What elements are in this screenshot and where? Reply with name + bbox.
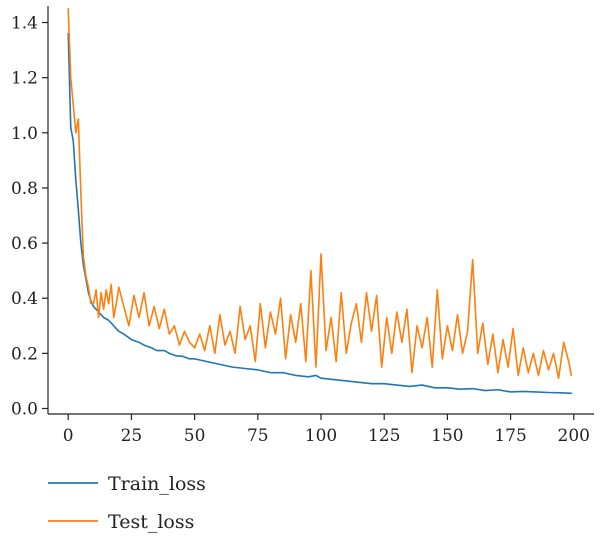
- y-tick-label: 0.0: [11, 399, 38, 419]
- axes: [47, 6, 594, 415]
- x-tick-label: 50: [184, 426, 206, 446]
- x-tick-label: 25: [121, 426, 143, 446]
- x-tick-label: 100: [305, 426, 337, 446]
- y-tick-label: 1.2: [11, 69, 38, 89]
- series-line-test-loss: [67, 7, 573, 379]
- x-tick-label: 200: [558, 426, 590, 446]
- legend-label-train-loss: Train_loss: [108, 473, 206, 495]
- y-tick-label: 1.4: [11, 14, 38, 34]
- x-tick-label: 125: [368, 426, 400, 446]
- x-tick-label: 175: [494, 426, 526, 446]
- y-tick-label: 1.0: [11, 124, 38, 144]
- y-tick-label: 0.4: [11, 289, 38, 309]
- legend-label-test-loss: Test_loss: [108, 511, 194, 533]
- x-tick-label: 0: [63, 426, 74, 446]
- y-axis-ticks: 0.0 0.2 0.4 0.6 0.8 1.0 1.2 1.4: [11, 14, 48, 419]
- series-line-train-loss: [67, 32, 573, 395]
- y-tick-label: 0.6: [11, 234, 38, 254]
- x-tick-label: 75: [247, 426, 269, 446]
- x-axis-ticks: 0 25 50 75 100 125 150 175 200: [63, 414, 590, 446]
- x-tick-label: 150: [431, 426, 463, 446]
- y-tick-label: 0.8: [11, 179, 38, 199]
- y-tick-label: 0.2: [11, 344, 38, 364]
- legend: Train_loss Test_loss: [48, 473, 206, 533]
- series-layer: [67, 7, 573, 395]
